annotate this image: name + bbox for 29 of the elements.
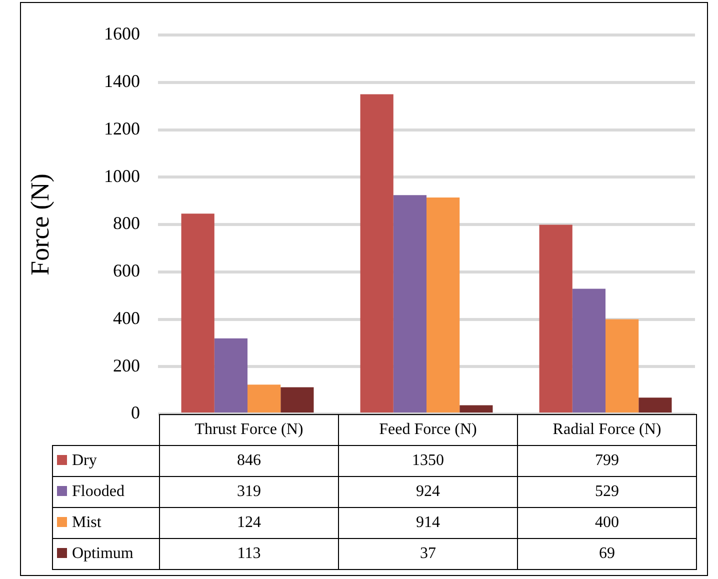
y-tick-label: 0 [131, 402, 140, 423]
legend-label: Flooded [52, 476, 160, 508]
data-label: 1350 [338, 446, 518, 476]
data-label: 914 [338, 508, 518, 538]
data-label: 113 [160, 538, 338, 570]
y-tick-label: 200 [113, 355, 140, 376]
data-label: 924 [338, 476, 518, 508]
y-tick-label: 1200 [104, 118, 140, 138]
legend-label: Mist [52, 508, 160, 538]
x-tick-label: Feed Force (N) [338, 414, 518, 446]
data-label: 400 [518, 508, 696, 538]
legend-label: Dry [52, 446, 160, 476]
data-label: 846 [160, 446, 338, 476]
data-label: 37 [338, 538, 518, 570]
y-axis-title: Force (N) [25, 174, 54, 276]
legend-label: Optimum [52, 538, 160, 570]
data-label: 799 [518, 446, 696, 476]
y-tick-label: 1400 [104, 71, 140, 92]
y-tick-label: 1000 [104, 166, 140, 186]
y-tick-label: 1600 [104, 24, 140, 44]
y-tick-label: 600 [113, 260, 140, 281]
data-label: 529 [518, 476, 696, 508]
data-label: 319 [160, 476, 338, 508]
data-label: 69 [518, 538, 696, 570]
x-tick-label: Radial Force (N) [518, 414, 696, 446]
y-tick-label: 800 [113, 213, 140, 234]
x-tick-label: Thrust Force (N) [160, 414, 338, 446]
data-label: 124 [160, 508, 338, 538]
y-tick-label: 400 [113, 308, 140, 328]
